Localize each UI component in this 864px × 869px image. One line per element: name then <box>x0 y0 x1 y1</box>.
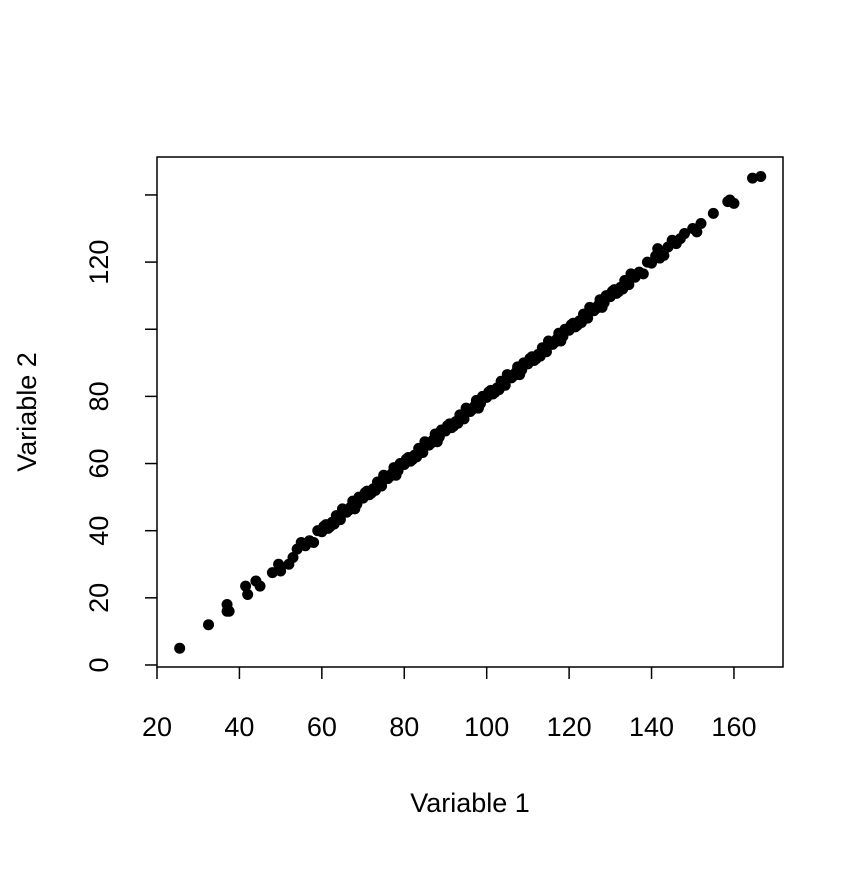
point <box>334 514 346 526</box>
y-tick-label: 0 <box>84 657 114 672</box>
point <box>499 379 511 391</box>
x-tick-label: 20 <box>142 712 172 742</box>
point <box>254 580 266 592</box>
point <box>240 580 252 592</box>
point <box>691 226 703 238</box>
point <box>747 172 759 184</box>
x-tick-label: 140 <box>629 712 674 742</box>
point <box>728 197 740 209</box>
point <box>466 403 478 415</box>
x-axis-label: Variable 1 <box>410 788 530 818</box>
x-tick-label: 160 <box>711 712 756 742</box>
point <box>287 552 299 564</box>
point <box>695 217 707 229</box>
x-tick-label: 120 <box>547 712 592 742</box>
point <box>590 303 602 315</box>
y-axis-label: Variable 2 <box>12 352 42 472</box>
point <box>174 642 186 654</box>
point <box>623 279 635 291</box>
point <box>549 336 561 348</box>
x-tick-label: 40 <box>224 712 254 742</box>
point <box>275 565 287 577</box>
point <box>458 413 470 425</box>
point <box>425 437 437 449</box>
y-tick-label: 60 <box>84 449 114 479</box>
x-tick-label: 80 <box>389 712 419 742</box>
point <box>384 471 396 483</box>
point <box>540 346 552 358</box>
point <box>679 228 691 240</box>
point <box>637 268 649 280</box>
point <box>242 588 254 600</box>
point <box>582 312 594 324</box>
point <box>308 536 320 548</box>
y-tick-label: 20 <box>84 583 114 613</box>
plot-frame <box>156 156 784 668</box>
point <box>376 480 388 492</box>
point <box>266 567 278 579</box>
y-tick-label: 120 <box>84 240 114 285</box>
point <box>203 619 215 631</box>
y-tick-label: 40 <box>84 516 114 546</box>
point <box>755 170 767 182</box>
x-tick-label: 60 <box>307 712 337 742</box>
point <box>343 504 355 516</box>
point <box>223 605 235 617</box>
point <box>707 207 719 219</box>
y-tick-label: 80 <box>84 381 114 411</box>
x-tick-label: 100 <box>464 712 509 742</box>
point <box>417 446 429 458</box>
point <box>507 370 519 382</box>
point <box>652 243 664 255</box>
